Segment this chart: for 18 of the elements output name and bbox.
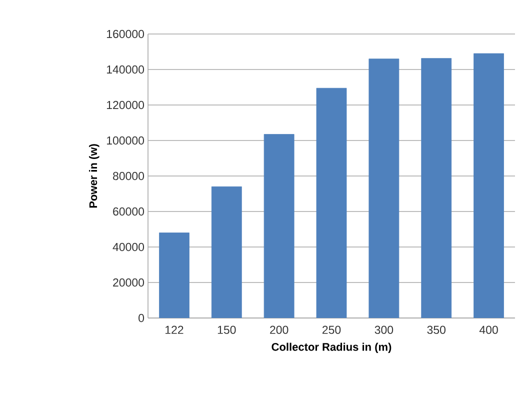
x-axis-title: Collector Radius in (m) xyxy=(272,342,392,354)
y-tick-label: 160000 xyxy=(106,30,144,38)
x-tick-label: 400 xyxy=(479,326,498,334)
y-tick-label: 40000 xyxy=(112,242,144,252)
y-axis-title: Power in (w) xyxy=(89,144,100,208)
x-tick-label: 350 xyxy=(427,326,446,334)
y-tick-label: 0 xyxy=(138,314,144,322)
x-tick-label: 250 xyxy=(322,326,341,334)
y-tick-label: 20000 xyxy=(113,278,144,287)
x-tick-label: 122 xyxy=(165,326,184,334)
y-tick-label: 120000 xyxy=(106,100,144,110)
x-tick-label: 200 xyxy=(270,326,288,334)
y-tick-label: 60000 xyxy=(113,207,144,216)
x-tick-label: 150 xyxy=(218,326,236,334)
y-tick-label: 80000 xyxy=(113,172,144,180)
y-tick-label: 140000 xyxy=(106,65,144,74)
x-tick-label: 300 xyxy=(374,326,394,334)
y-tick-label: 100000 xyxy=(106,136,144,145)
